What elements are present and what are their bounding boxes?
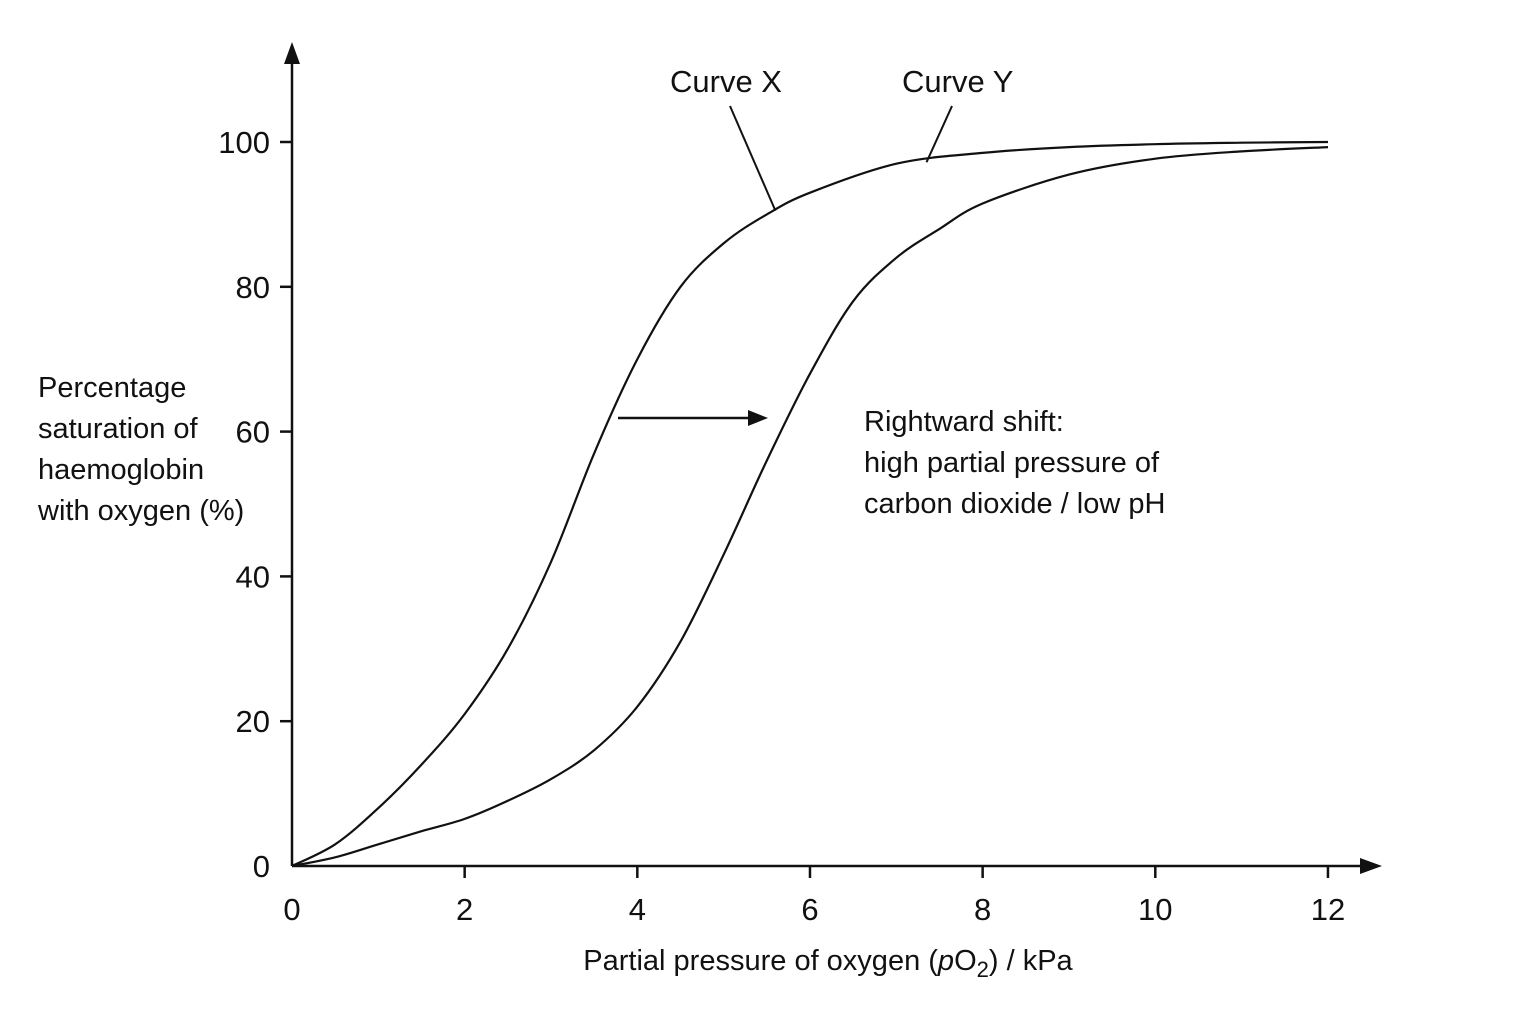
curve-y-label: Curve Y	[902, 64, 1014, 99]
y-tick-label: 100	[218, 125, 270, 160]
shift-arrow	[618, 410, 768, 426]
curve-x-leader	[729, 105, 777, 212]
x-tick-label: 12	[1311, 892, 1345, 927]
x-tick-label: 2	[456, 892, 473, 927]
curve-y-leader	[925, 105, 953, 163]
x-tick-label: 6	[801, 892, 818, 927]
curve-y-line	[291, 146, 1329, 868]
shift-annotation-line: carbon dioxide / low pH	[864, 488, 1166, 520]
y-axis-label-line: haemoglobin	[38, 454, 205, 486]
x-axis-arrowhead	[1360, 858, 1382, 874]
curve-x-line	[291, 140, 1329, 867]
shift-annotation-line: Rightward shift:	[864, 406, 1064, 438]
y-axis-label-line: with oxygen (%)	[38, 495, 245, 527]
x-axis-label-chem: O	[954, 945, 977, 977]
y-axis-label: Percentage saturation of haemoglobin wit…	[38, 368, 244, 532]
x-axis-label-suffix: ) / kPa	[988, 945, 1073, 977]
curve-x-label: Curve X	[670, 64, 782, 99]
x-tick-label: 10	[1138, 892, 1172, 927]
x-tick-label: 8	[974, 892, 991, 927]
x-axis-label-sub: 2	[976, 956, 989, 982]
y-axis-label-line: saturation of	[38, 413, 198, 445]
x-axis-label: Partial pressure of oxygen (pO2) / kPa	[0, 945, 1536, 983]
y-tick-label: 80	[236, 270, 270, 305]
series	[291, 140, 1329, 868]
y-tick-label: 40	[236, 559, 270, 594]
y-tick-label: 0	[253, 849, 270, 884]
y-axis-label-line: Percentage	[38, 372, 187, 404]
x-tick-label: 4	[629, 892, 646, 927]
axes	[284, 42, 1382, 874]
shift-annotation-line: high partial pressure of	[864, 447, 1159, 479]
shift-annotation: Rightward shift: high partial pressure o…	[864, 402, 1165, 525]
x-tick-label: 0	[283, 892, 300, 927]
x-axis-label-italic: p	[937, 945, 955, 977]
x-axis-label-prefix: Partial pressure of oxygen (	[583, 945, 938, 977]
ticks: 0 2 4 6 8 10 12 0 20 40 60 80 100	[218, 125, 1345, 927]
y-tick-label: 60	[236, 415, 270, 450]
y-tick-label: 20	[236, 704, 270, 739]
y-axis-arrowhead	[284, 42, 300, 64]
leaders	[729, 105, 953, 212]
